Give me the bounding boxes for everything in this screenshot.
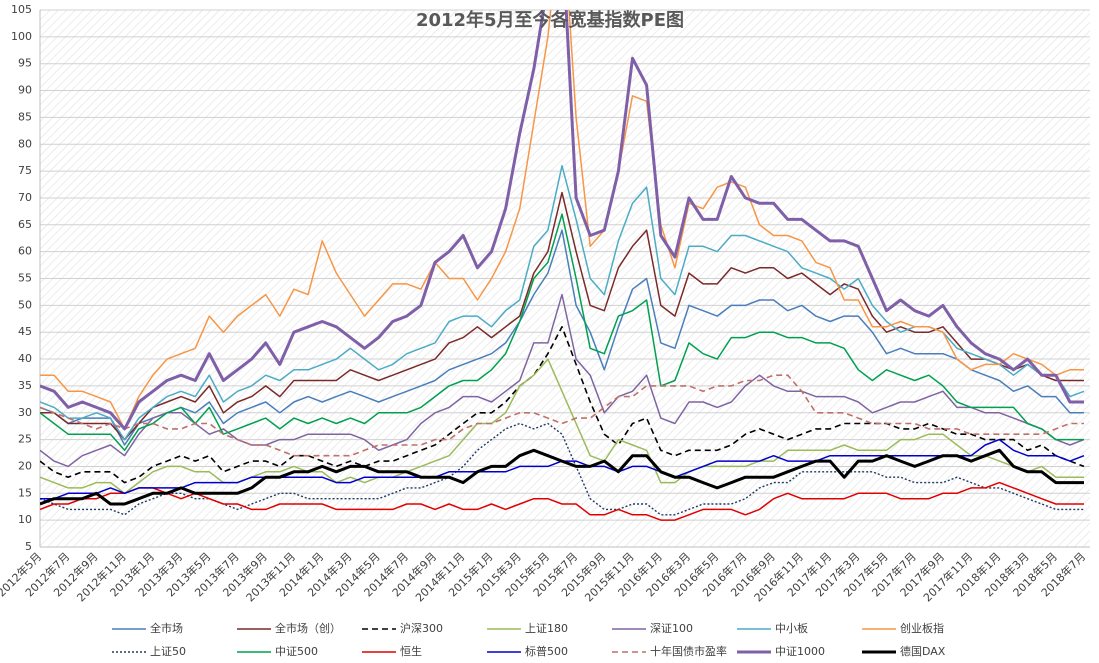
series-line <box>40 10 1084 430</box>
grid <box>39 9 1090 548</box>
series-line <box>40 213 1084 452</box>
y-tick-label: 15 <box>18 486 32 499</box>
lines <box>40 10 1085 521</box>
legend-label: 标普500 <box>525 644 568 658</box>
series-line <box>40 10 1084 431</box>
series-line <box>40 448 1084 506</box>
y-tick-label: 90 <box>18 84 32 97</box>
y-tick-label: 20 <box>18 459 32 472</box>
y-tick-label: 10 <box>18 513 32 526</box>
legend-label: 沪深300 <box>400 621 443 635</box>
series-line <box>40 481 1084 521</box>
legend-label: 中证1000 <box>775 645 825 658</box>
legend-label: 恒生 <box>400 644 422 658</box>
legend-label: 深证100 <box>650 622 693 635</box>
y-tick-label: 65 <box>18 218 32 231</box>
y-tick-label: 95 <box>18 57 32 70</box>
y-tick-label: 5 <box>25 540 32 553</box>
y-tick-label: 30 <box>18 406 32 419</box>
y-tick-label: 70 <box>18 191 32 204</box>
legend-label: 上证50 <box>150 645 186 658</box>
y-tick-label: 60 <box>18 245 32 258</box>
series-line <box>40 164 1085 441</box>
y-tick-label: 80 <box>18 137 32 150</box>
y-tick-label: 50 <box>18 298 32 311</box>
series-line <box>40 422 1084 516</box>
legend-label: 十年国债市盈率 <box>650 644 727 658</box>
series-line <box>40 293 1085 468</box>
chart-title: 2012年5月至今各宽基指数PE图 <box>416 9 684 31</box>
series-line <box>40 374 1084 457</box>
y-tick-label: 35 <box>18 379 32 392</box>
y-tick-label: 100 <box>11 30 32 43</box>
series-line <box>40 358 1084 495</box>
legend-label: 全市场 <box>150 621 183 635</box>
legend-label: 中小板 <box>775 621 808 635</box>
legend-label: 全市场（创） <box>275 621 341 635</box>
series-line <box>40 229 1084 446</box>
y-tick-label: 25 <box>18 433 32 446</box>
y-tick-label: 45 <box>18 325 32 338</box>
y-tick-label: 55 <box>18 272 32 285</box>
y-tick-label: 105 <box>11 3 32 16</box>
y-tick-label: 75 <box>18 164 32 177</box>
series-line <box>40 326 1085 484</box>
legend-label: 中证500 <box>275 645 318 658</box>
legend-label: 创业板指 <box>900 621 944 635</box>
series-line <box>40 191 1084 441</box>
legend-label: 上证180 <box>525 622 568 635</box>
y-tick-label: 40 <box>18 352 32 365</box>
y-tick-label: 85 <box>18 110 32 123</box>
legend-label: 德国DAX <box>900 644 946 658</box>
